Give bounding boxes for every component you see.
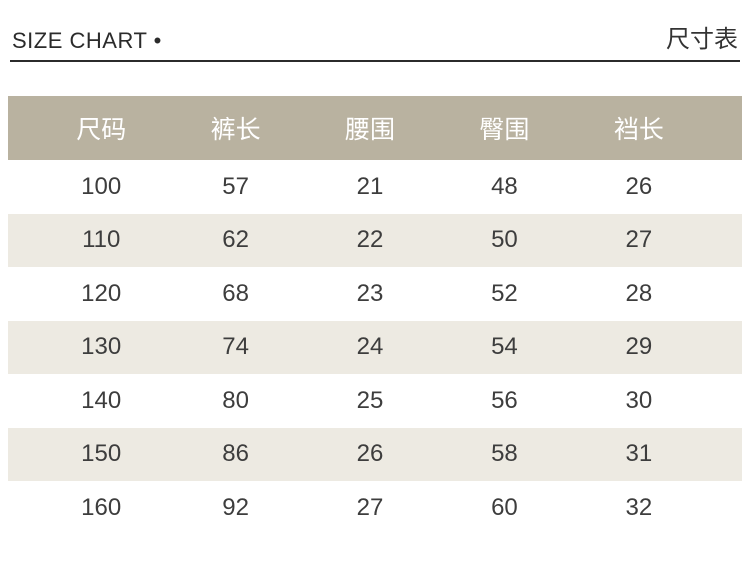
table-row: 100 57 21 48 26 bbox=[8, 160, 742, 214]
table-row: 150 86 26 58 31 bbox=[8, 427, 742, 481]
cell-size: 120 bbox=[81, 279, 122, 307]
cell-hip: 58 bbox=[491, 440, 518, 468]
cell-waist: 25 bbox=[356, 386, 384, 414]
table-row: 160 92 27 60 32 bbox=[8, 481, 742, 535]
column-header-size: 尺码 bbox=[76, 116, 127, 144]
cell-waist: 24 bbox=[356, 333, 384, 361]
cell-waist: 26 bbox=[356, 440, 384, 468]
cell-hip: 54 bbox=[491, 333, 518, 361]
cell-crotch-length: 32 bbox=[625, 493, 653, 521]
cell-size: 130 bbox=[81, 333, 122, 361]
table-row: 130 74 24 54 29 bbox=[8, 320, 742, 374]
page-header: SIZE CHART • 尺寸表 bbox=[10, 0, 740, 62]
cell-pants-length: 62 bbox=[222, 226, 249, 254]
page-title: SIZE CHART • bbox=[12, 28, 162, 53]
table-row: 110 62 22 50 27 bbox=[8, 213, 742, 267]
cell-hip: 48 bbox=[491, 172, 518, 200]
cell-size: 160 bbox=[81, 493, 122, 521]
table-row: 140 80 25 56 30 bbox=[8, 374, 742, 428]
cell-crotch-length: 27 bbox=[625, 226, 653, 254]
cell-waist: 23 bbox=[356, 279, 384, 307]
cell-size: 100 bbox=[81, 172, 122, 200]
cell-crotch-length: 30 bbox=[625, 386, 653, 414]
cell-crotch-length: 31 bbox=[625, 440, 653, 468]
cell-crotch-length: 28 bbox=[625, 279, 653, 307]
cell-pants-length: 80 bbox=[222, 386, 249, 414]
column-header-crotch-length: 裆长 bbox=[613, 116, 664, 144]
cell-waist: 27 bbox=[356, 493, 384, 521]
cell-hip: 52 bbox=[491, 279, 518, 307]
column-header-hip: 臀围 bbox=[479, 116, 530, 144]
cell-hip: 60 bbox=[491, 493, 518, 521]
cell-waist: 21 bbox=[356, 172, 384, 200]
cell-size: 150 bbox=[81, 440, 122, 468]
cell-size: 140 bbox=[81, 386, 122, 414]
cell-crotch-length: 26 bbox=[625, 172, 653, 200]
size-table: 尺码 裤长 腰围 臀围 裆长 100 57 21 48 26 110 62 22… bbox=[8, 96, 742, 535]
cell-crotch-length: 29 bbox=[625, 333, 653, 361]
cell-waist: 22 bbox=[356, 226, 384, 254]
column-header-waist: 腰围 bbox=[345, 116, 396, 144]
cell-size: 110 bbox=[82, 226, 121, 254]
cell-hip: 50 bbox=[491, 226, 518, 254]
cell-pants-length: 86 bbox=[222, 440, 249, 468]
column-header-pants-length: 裤长 bbox=[210, 116, 261, 144]
cell-pants-length: 92 bbox=[222, 493, 249, 521]
cell-pants-length: 74 bbox=[222, 333, 249, 361]
cell-pants-length: 57 bbox=[222, 172, 249, 200]
cell-pants-length: 68 bbox=[222, 279, 249, 307]
table-header-row: 尺码 裤长 腰围 臀围 裆长 bbox=[8, 96, 742, 160]
cell-hip: 56 bbox=[491, 386, 518, 414]
page-title-chinese: 尺寸表 bbox=[666, 26, 738, 53]
table-row: 120 68 23 52 28 bbox=[8, 267, 742, 321]
